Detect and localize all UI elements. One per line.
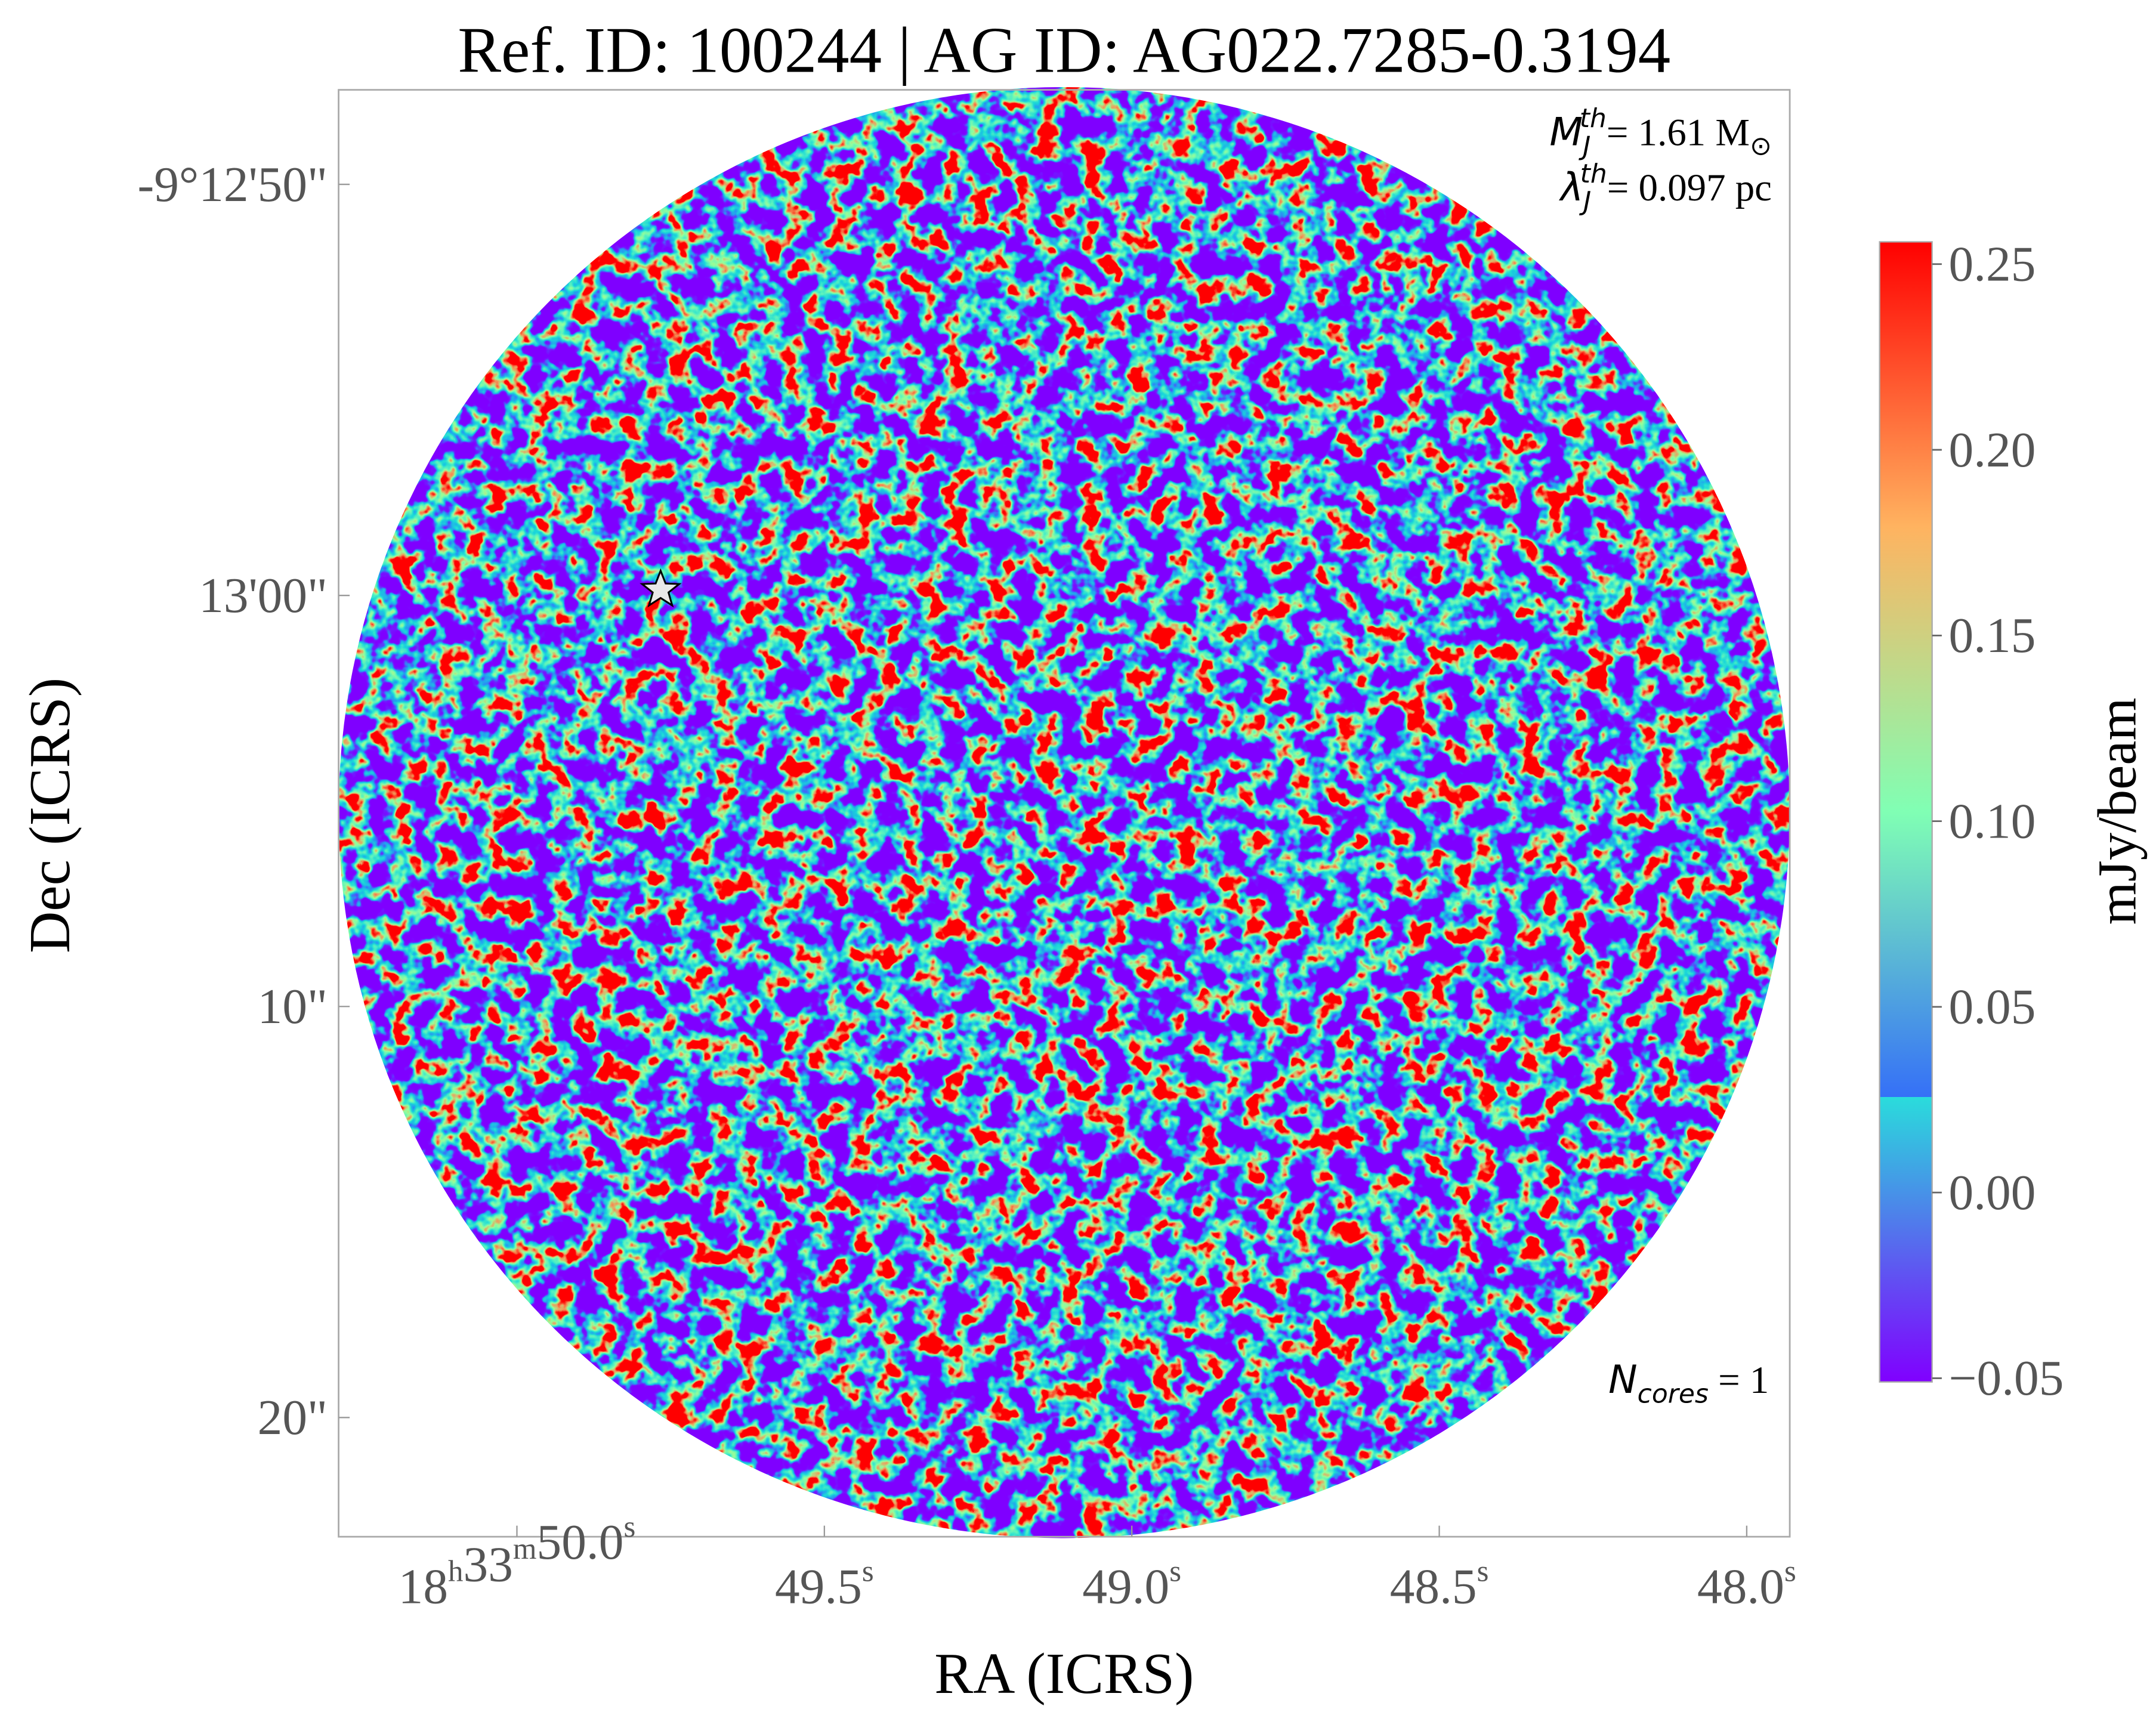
y-tick-label: 20" bbox=[258, 1390, 328, 1445]
y-tick-label: -9°12'50" bbox=[137, 157, 328, 212]
colorbar bbox=[1879, 241, 1933, 1383]
colorbar-tick-label: 0.15 bbox=[1949, 608, 2036, 663]
x-tick-label: 49.0s bbox=[1082, 1555, 1181, 1614]
x-axis-label: RA (ICRS) bbox=[934, 1642, 1194, 1706]
x-tick-sup: s bbox=[1784, 1555, 1796, 1588]
annotation-symbol: M bbox=[1549, 110, 1583, 154]
annotation: λJth= 0.097 pc bbox=[1559, 159, 1772, 217]
y-tick-label: 10" bbox=[258, 979, 328, 1034]
y-axis-label: Dec (ICRS) bbox=[18, 678, 82, 953]
colorbar-tick-label: −0.05 bbox=[1949, 1351, 2064, 1406]
x-tick-sup: s bbox=[1477, 1555, 1489, 1588]
x-tick-label: 49.5s bbox=[775, 1555, 874, 1614]
x-tick-sup: m bbox=[513, 1532, 537, 1566]
annotation-unit-sub: ⊙ bbox=[1750, 131, 1772, 161]
x-tick-part: 49.0 bbox=[1082, 1559, 1169, 1614]
annotation-text: = 0.097 pc bbox=[1607, 166, 1772, 209]
x-tick-part: 49.5 bbox=[775, 1559, 862, 1614]
x-tick-part: 33 bbox=[464, 1537, 513, 1592]
annotation-text: = 1 bbox=[1709, 1359, 1769, 1402]
annotation-symbol: N bbox=[1608, 1358, 1638, 1402]
intensity-map bbox=[338, 86, 1790, 1538]
star-marker bbox=[640, 568, 682, 608]
x-tick-label: 48.5s bbox=[1390, 1555, 1489, 1614]
colorbar-label: mJy/beam bbox=[2086, 697, 2148, 925]
annotation: MJth= 1.61 M⊙ bbox=[1549, 103, 1772, 161]
colorbar-tick-label: 0.10 bbox=[1949, 794, 2036, 849]
annotation-sub: cores bbox=[1638, 1379, 1709, 1409]
map-texture bbox=[338, 86, 1790, 1538]
colorbar-tick-label: 0.05 bbox=[1949, 980, 2036, 1035]
x-tick-part: 18 bbox=[399, 1559, 448, 1614]
x-tick-part: 50.0 bbox=[537, 1515, 624, 1570]
annotation: Ncores = 1 bbox=[1608, 1358, 1769, 1409]
x-tick-part: 48.5 bbox=[1390, 1559, 1477, 1614]
colorbar-tick-label: 0.25 bbox=[1949, 237, 2036, 292]
colorbar-tick-label: 0.20 bbox=[1949, 423, 2036, 478]
x-tick-sup: s bbox=[623, 1510, 635, 1544]
annotation-symbol: λ bbox=[1559, 165, 1583, 210]
y-tick-label: 13'00" bbox=[199, 568, 328, 623]
chart-title: Ref. ID: 100244 | AG ID: AG022.7285-0.31… bbox=[458, 14, 1670, 86]
colorbar-tick-label: 0.00 bbox=[1949, 1166, 2036, 1220]
annotation-sup: th bbox=[1580, 103, 1607, 134]
annotation-sup: th bbox=[1580, 159, 1607, 189]
x-tick-label: 18h33m50.0s bbox=[399, 1510, 636, 1614]
x-tick-sup: s bbox=[1169, 1555, 1181, 1588]
x-tick-sup: h bbox=[448, 1555, 463, 1588]
x-tick-label: 48.0s bbox=[1697, 1555, 1796, 1614]
annotation-text: = 1.61 M bbox=[1607, 111, 1750, 154]
x-tick-sup: s bbox=[862, 1555, 874, 1588]
plot-frame bbox=[338, 89, 1791, 1538]
x-tick-part: 48.0 bbox=[1697, 1559, 1784, 1614]
